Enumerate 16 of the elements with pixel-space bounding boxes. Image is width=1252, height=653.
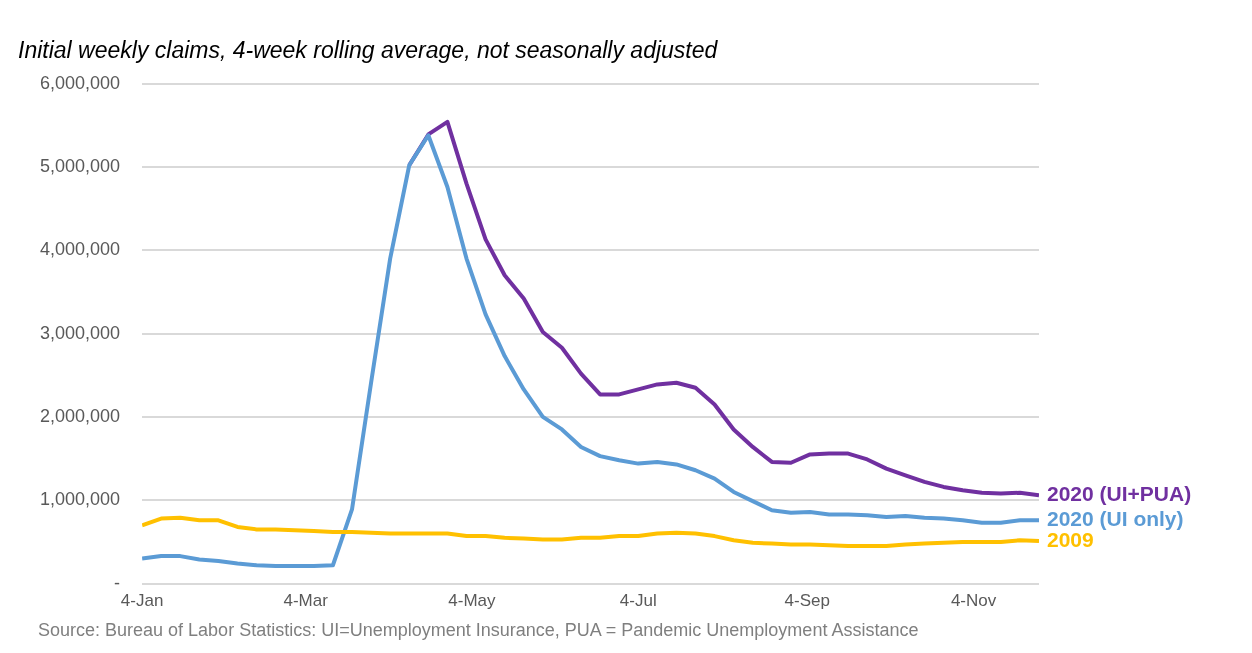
chart-title: Initial weekly claims, 4-week rolling average, not seasonally adjusted <box>18 37 719 64</box>
x-tick-label: 4-May <box>448 591 497 611</box>
y-tick-label: 1,000,000 <box>40 489 121 510</box>
y-tick-label: 4,000,000 <box>40 239 121 260</box>
series-label: 2020 (UI+PUA) <box>1047 482 1192 506</box>
y-tick-label: 2,000,000 <box>40 405 121 426</box>
x-tick-label: 4-Sep <box>784 591 830 611</box>
x-tick-label: 4-Nov <box>950 591 997 611</box>
x-tick-label: 4-Jul <box>619 591 657 611</box>
x-tick-label: 4-Jan <box>120 591 164 611</box>
y-tick-label: - <box>114 572 121 593</box>
y-tick-label: 3,000,000 <box>40 322 121 343</box>
y-tick-label: 6,000,000 <box>40 72 121 93</box>
source-note: Source: Bureau of Labor Statistics: UI=Unemployment Insurance, PUA = Pandemic Unemployment Assistance <box>37 620 920 641</box>
y-tick-label: 5,000,000 <box>40 155 121 176</box>
x-tick-label: 4-Mar <box>283 591 329 611</box>
